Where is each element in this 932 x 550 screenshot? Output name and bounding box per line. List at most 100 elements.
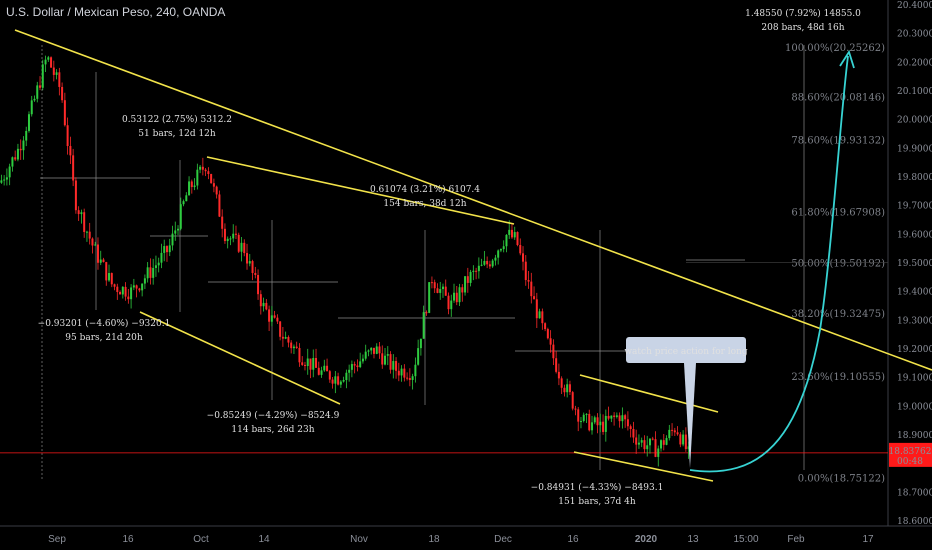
bar-countdown: 00:48 [897,457,923,467]
candle-body [364,351,367,359]
candle-body [312,357,315,370]
candle-body [254,273,257,275]
candle-body [472,270,475,272]
candle-body [359,361,362,368]
candle-body [44,59,47,65]
candle-body [375,346,378,354]
candle-body [74,180,77,211]
candle-body [63,100,66,126]
candle-body [378,346,381,354]
candle-body [55,72,58,75]
candle-body [11,157,14,167]
candle-body [66,125,69,147]
candle-body [121,286,124,295]
candle-body [671,429,674,431]
y-tick-label: 19.30000 [897,316,932,326]
candle-body [519,245,522,254]
candle-body [337,376,340,385]
candle-body [458,287,461,303]
candle-body [361,358,364,362]
candle-body [367,350,370,352]
y-tick-label: 20.20000 [897,58,932,68]
candle-body [96,244,99,263]
candle-body [447,295,450,310]
candle-body [94,244,97,246]
measure-label: 0.61074 (3.21%) 6107.4 [370,184,480,195]
y-tick-label: 20.40000 [897,1,932,11]
candle-body [629,426,632,429]
y-tick-label: 20.00000 [897,116,932,126]
candle-body [662,440,665,445]
candle-body [171,233,174,246]
candle-body [345,372,348,381]
candle-body [30,100,33,115]
candle-body [538,311,541,319]
candle-body [480,264,483,266]
candle-body [624,415,627,420]
candle-body [417,348,420,365]
candle-body [439,289,442,293]
candle-body [141,283,144,291]
candle-body [326,365,329,372]
candle-body [262,302,265,307]
y-tick-label: 19.50000 [897,259,932,269]
candle-body [306,358,309,367]
y-tick-label: 18.90000 [897,431,932,441]
lower-channel-line [139,311,341,405]
candle-body [549,338,552,345]
candle-body [204,169,207,172]
candle-body [610,415,613,419]
candle-body [52,67,55,75]
candle-body [510,229,513,238]
candle-body [632,428,635,438]
candle-body [461,287,464,293]
x-tick-label: 17 [862,534,874,545]
candle-body [552,344,555,359]
candle-body [58,72,61,87]
y-tick-label: 19.40000 [897,288,932,298]
candle-body [499,249,502,251]
candle-body [342,380,345,382]
y-tick-label: 19.80000 [897,173,932,183]
candle-body [356,365,359,368]
candle-body [370,347,373,351]
candle-body [566,384,569,393]
candle-body [105,262,108,281]
candle-body [320,370,323,375]
candle-body [560,378,563,388]
candle-body [334,376,337,384]
y-tick-label: 19.20000 [897,345,932,355]
candle-body [243,242,246,254]
candle-body [483,260,486,265]
candle-body [466,276,469,283]
main-downtrend-line [14,29,932,371]
candle-body [185,195,188,202]
candle-body [406,377,409,379]
candle-body [665,438,668,445]
candle-body [403,368,406,378]
candle-body [615,415,618,417]
candle-body [657,448,660,457]
candle-body [588,413,591,431]
candle-body [679,434,682,445]
candle-body [196,169,199,186]
candle-body [190,181,193,188]
candle-body [643,440,646,450]
candle-body [591,422,594,431]
measure-label: −0.85249 (−4.29%) −8524.9 [207,410,340,421]
candle-body [530,281,533,297]
chart-title: U.S. Dollar / Mexican Peso, 240, OANDA [6,5,226,19]
candle-body [279,321,282,337]
fib-level-label: 78.60%(19.93132) [791,135,885,146]
candle-body [226,238,229,242]
candle-body [395,361,398,371]
candle-body [486,260,489,265]
candle-body [516,232,519,246]
candle-body [248,261,251,264]
candle-body [621,415,624,422]
x-tick-label: 13 [687,534,699,545]
x-tick-label: 16 [567,534,579,545]
candle-body [8,166,11,178]
candle-body [268,309,271,322]
